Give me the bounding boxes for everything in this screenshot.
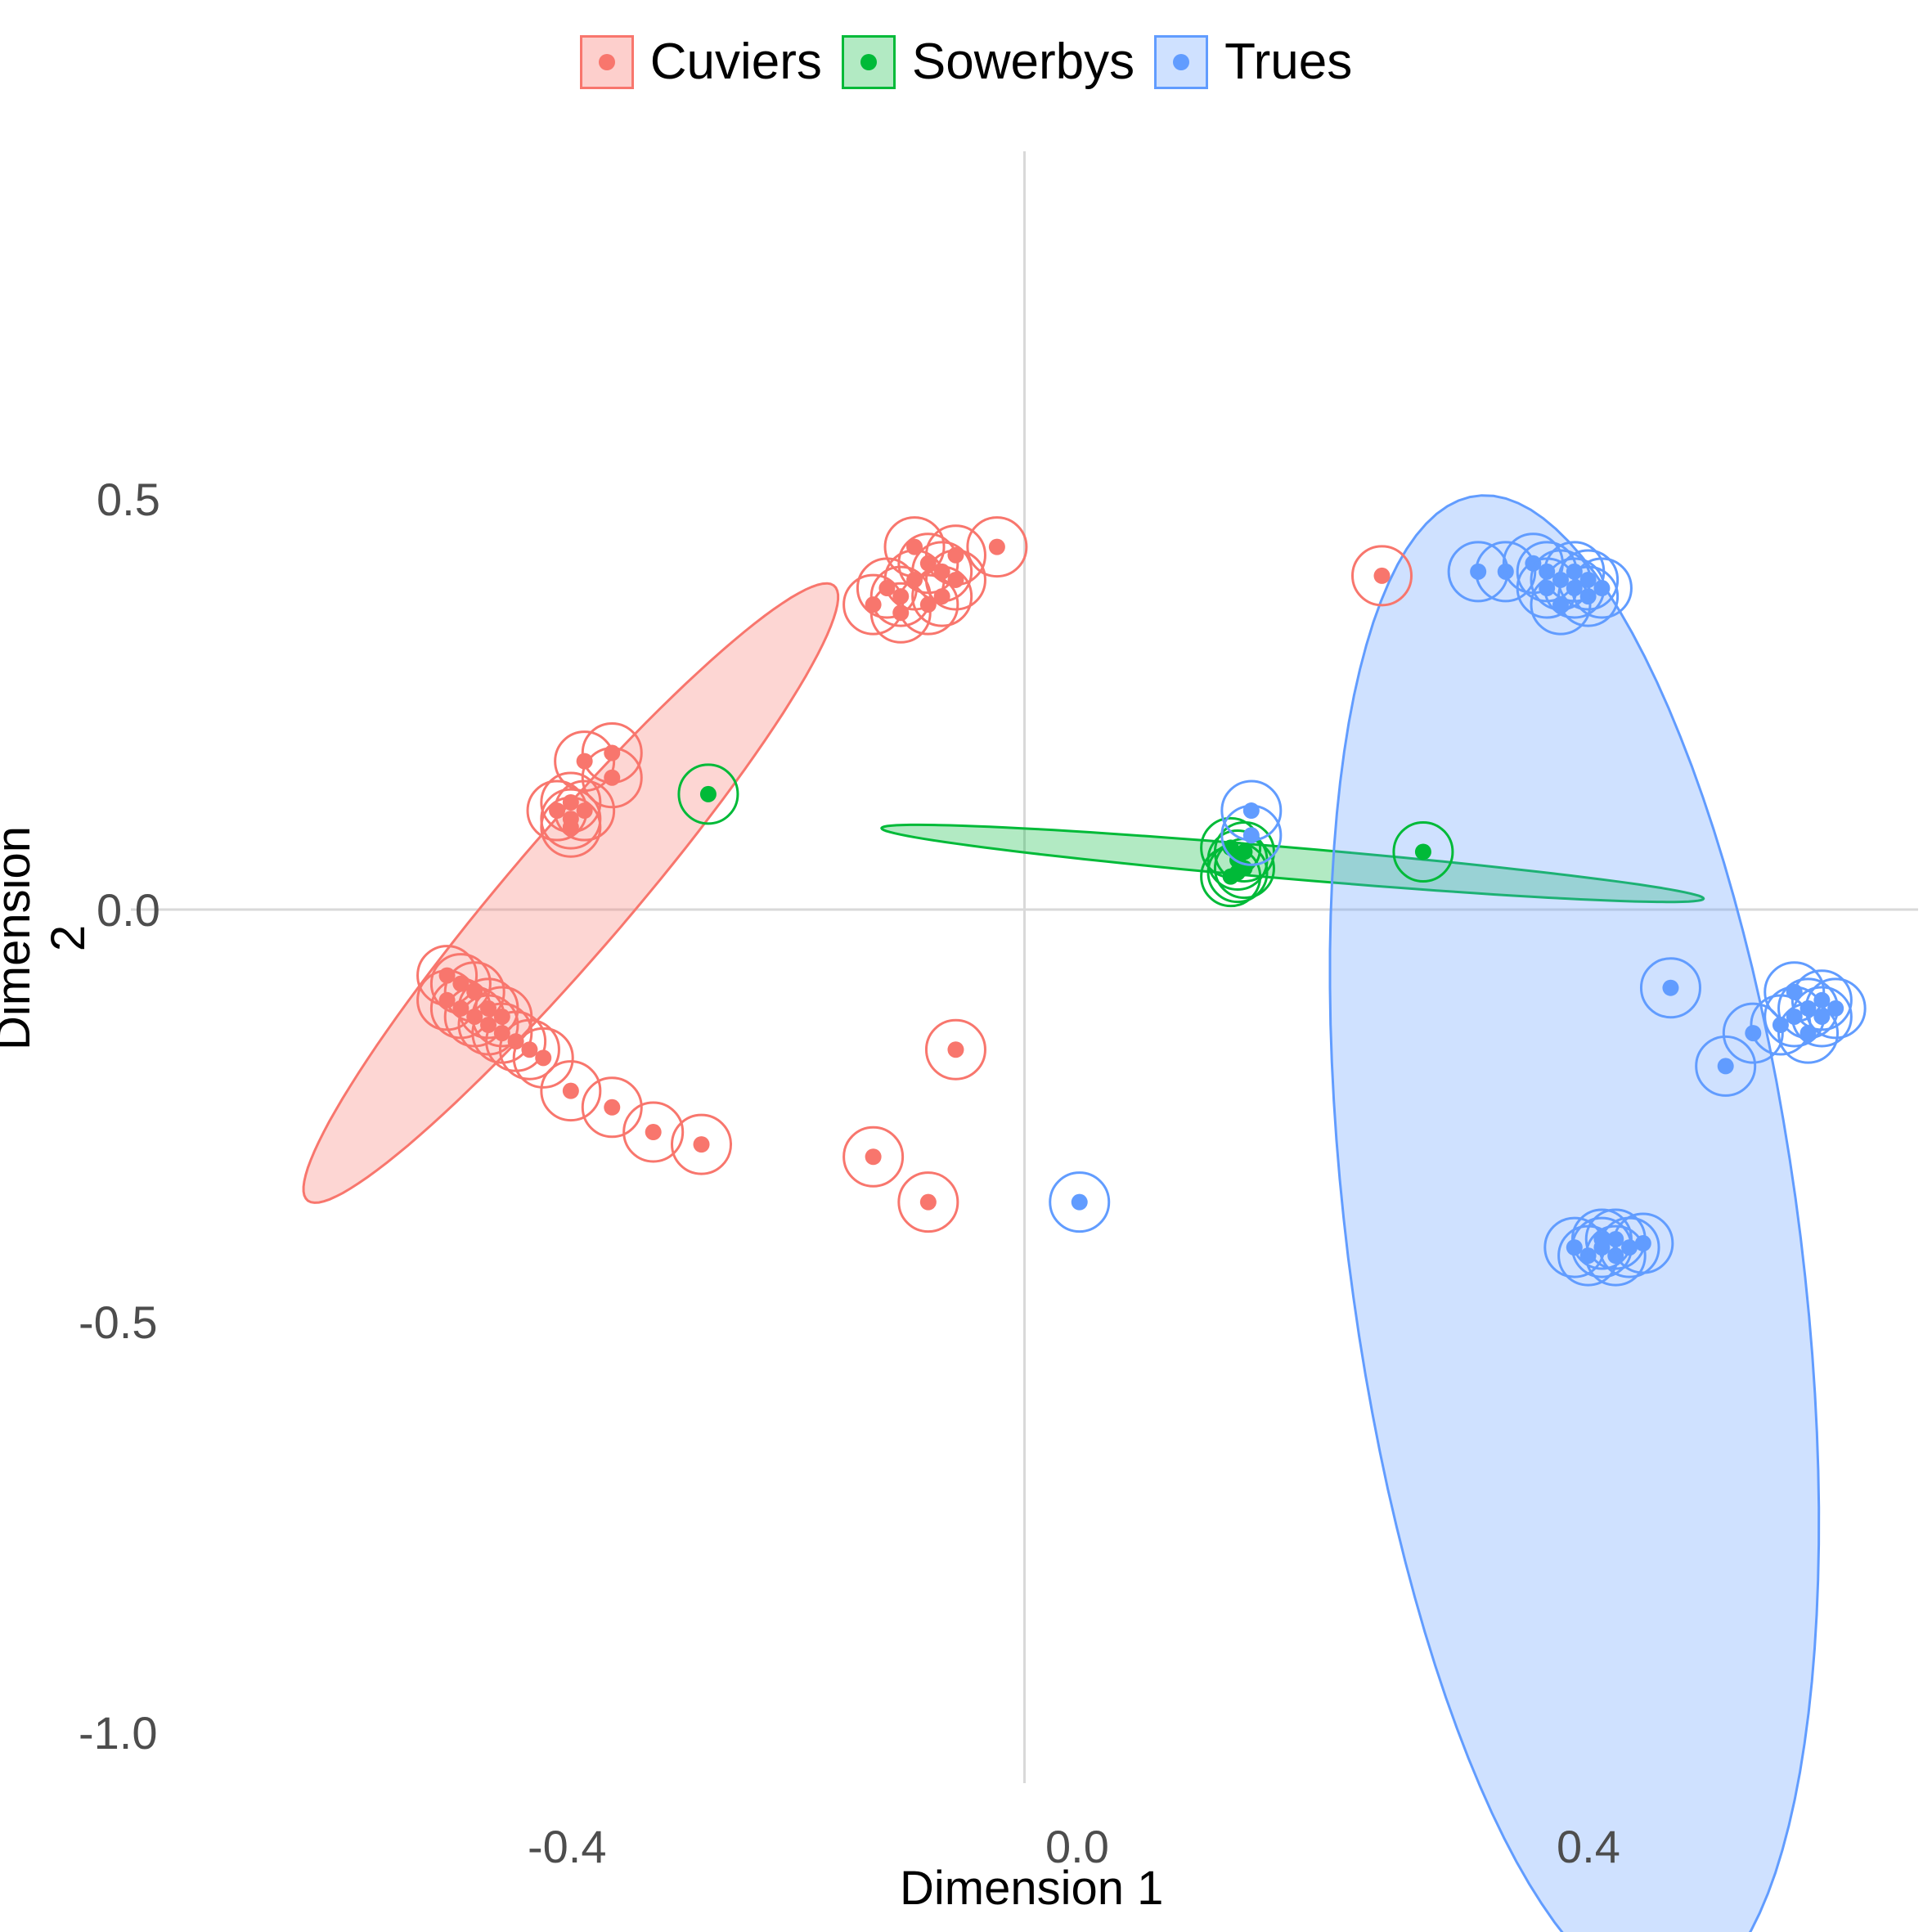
x-tick-label: -0.4 — [528, 1821, 607, 1872]
point-cuviers — [457, 977, 519, 1040]
point-cuviers — [671, 1113, 733, 1175]
legend-item-cuviers: Cuviers — [579, 33, 822, 91]
ellipse-trues — [1328, 494, 1821, 1932]
point-cuviers — [924, 1018, 986, 1081]
point-cuviers — [924, 549, 986, 611]
legend-key-cuviers — [579, 34, 634, 89]
point-trues — [1639, 957, 1701, 1019]
point-cuviers — [581, 747, 643, 809]
point-cuviers — [526, 780, 588, 842]
legend-label-cuviers: Cuviers — [649, 34, 822, 90]
point-trues — [1695, 1035, 1757, 1097]
point-cuviers — [966, 516, 1028, 578]
point-cuviers — [540, 796, 602, 858]
x-tick-label: 0.0 — [1045, 1821, 1109, 1872]
point-cuviers — [842, 573, 905, 636]
y-tick-label: -0.5 — [79, 1296, 158, 1348]
legend: Cuviers Sowerbys Trues — [0, 33, 1932, 91]
point-trues — [1584, 1208, 1647, 1270]
ellipse-sowerbys — [880, 823, 1705, 904]
legend-key-sowerbys — [841, 34, 896, 89]
point-trues — [1220, 804, 1283, 866]
point-sowerbys — [1392, 820, 1454, 883]
point-cuviers — [842, 1126, 905, 1188]
point-cuviers — [581, 1076, 643, 1139]
x-tick-label: 0.4 — [1557, 1821, 1620, 1872]
legend-item-sowerbys: Sowerbys — [841, 33, 1135, 91]
point-cuviers — [512, 1027, 574, 1089]
point-sowerbys — [1206, 842, 1269, 904]
point-cuviers — [471, 986, 533, 1048]
point-cuviers — [416, 945, 479, 1007]
y-tick-label: 0.0 — [97, 884, 160, 936]
point-trues — [1777, 1002, 1840, 1064]
ellipse-cuviers — [302, 582, 840, 1204]
legend-label-trues: Trues — [1224, 34, 1353, 90]
point-trues — [1764, 961, 1826, 1023]
point-cuviers — [622, 1101, 685, 1163]
point-trues — [1570, 1208, 1633, 1270]
y-axis-title: Dimension 2 — [0, 826, 95, 1050]
legend-item-trues: Trues — [1154, 33, 1352, 91]
point-trues — [1557, 549, 1620, 611]
legend-key-trues — [1154, 34, 1209, 89]
confidence-ellipses — [302, 494, 1821, 1932]
point-cuviers — [911, 565, 973, 627]
point-cuviers — [1351, 545, 1413, 607]
legend-label-sowerbys: Sowerbys — [911, 34, 1135, 90]
point-sowerbys — [677, 763, 739, 825]
point-cuviers — [540, 1060, 602, 1122]
point-trues — [1049, 1171, 1111, 1233]
point-cuviers — [883, 516, 946, 578]
x-axis-title: Dimension 1 — [900, 1862, 1164, 1915]
point-trues — [1790, 986, 1853, 1048]
point-cuviers — [498, 1018, 560, 1081]
point-cuviers — [897, 1171, 959, 1233]
y-tick-label: 0.5 — [97, 474, 160, 525]
point-cuviers — [897, 573, 959, 636]
grid-lines — [131, 151, 1918, 1783]
y-tick-label: -1.0 — [79, 1707, 158, 1759]
point-trues — [1804, 977, 1867, 1040]
data-points — [416, 516, 1867, 1287]
point-trues — [1570, 557, 1633, 619]
